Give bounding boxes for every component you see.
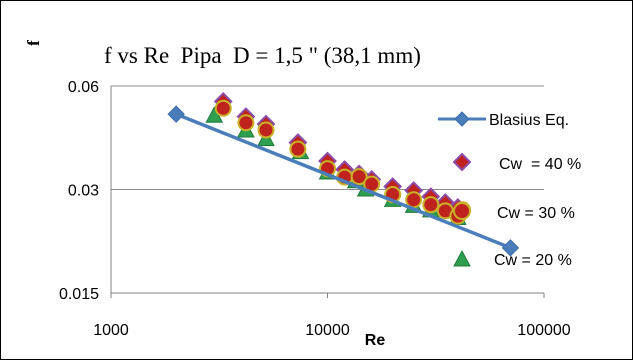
- tick-layer: 0.015 0.03 0.06 1000 10000 100000: [59, 79, 571, 339]
- x-tick-label: 10000: [305, 322, 350, 339]
- chart-title: f vs Re Pipa D = 1,5 " (38,1 mm): [104, 43, 421, 68]
- legend-marker-cw20: [453, 249, 471, 267]
- x-tick-label: 100000: [517, 322, 570, 339]
- x-tick-label: 1000: [93, 322, 129, 339]
- y-tick-label: 0.06: [68, 79, 99, 96]
- cw30-point: [289, 140, 307, 158]
- cw30-point: [405, 191, 423, 209]
- blasius-point: [501, 239, 520, 257]
- legend-marker-cw40: [452, 152, 472, 172]
- cw30-point: [214, 99, 232, 117]
- legend-label-blasius: Blasius Eq.: [489, 112, 569, 129]
- cw30-point: [350, 168, 368, 186]
- legend-label-cw40: Cw = 40 %: [499, 156, 581, 173]
- cw30-point: [237, 114, 255, 132]
- cw30-point: [257, 121, 275, 139]
- legend: Blasius Eq. Cw = 40 % Cw = 30 % Cw = 20 …: [438, 111, 581, 269]
- y-tick-label: 0.015: [59, 286, 99, 303]
- x-axis-label: Re: [365, 332, 386, 349]
- cw30-point: [422, 196, 440, 214]
- grid-layer: [111, 85, 544, 190]
- series-layer: [167, 92, 520, 257]
- legend-label-cw20: Cw = 20 %: [494, 252, 572, 269]
- legend-marker-blasius: [454, 111, 470, 127]
- y-axis-label: f: [24, 40, 43, 46]
- blasius-point: [167, 105, 185, 123]
- y-tick-label: 0.03: [68, 183, 99, 200]
- legend-label-cw30: Cw = 30 %: [497, 205, 575, 222]
- blasius-line: [175, 112, 512, 250]
- legend-marker-cw30: [453, 202, 471, 220]
